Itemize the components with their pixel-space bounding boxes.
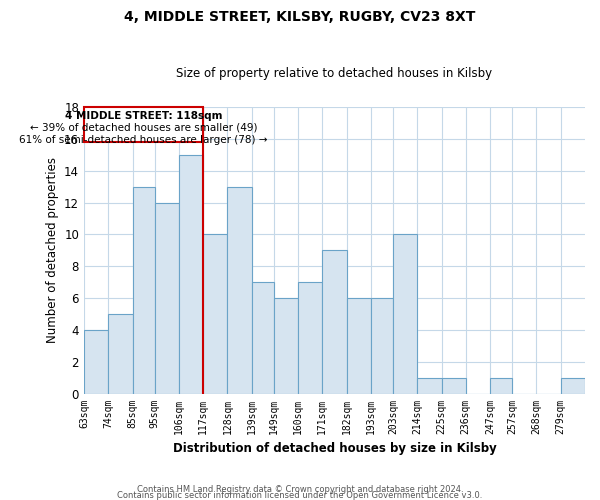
Bar [274,298,298,394]
Bar [561,378,585,394]
Bar [490,378,512,394]
Bar [251,282,274,394]
Y-axis label: Number of detached properties: Number of detached properties [46,158,59,344]
Title: Size of property relative to detached houses in Kilsby: Size of property relative to detached ho… [176,66,493,80]
Bar [298,282,322,394]
Bar [417,378,442,394]
Bar [155,202,179,394]
Bar [179,155,203,394]
Text: 4 MIDDLE STREET: 118sqm: 4 MIDDLE STREET: 118sqm [65,111,222,121]
FancyBboxPatch shape [84,107,203,142]
Text: ← 39% of detached houses are smaller (49): ← 39% of detached houses are smaller (49… [30,123,257,133]
Bar [84,330,108,394]
Text: 61% of semi-detached houses are larger (78) →: 61% of semi-detached houses are larger (… [19,135,268,145]
Bar [371,298,393,394]
Bar [347,298,371,394]
Bar [203,234,227,394]
Text: Contains public sector information licensed under the Open Government Licence v3: Contains public sector information licen… [118,490,482,500]
X-axis label: Distribution of detached houses by size in Kilsby: Distribution of detached houses by size … [173,442,496,455]
Bar [442,378,466,394]
Bar [133,186,155,394]
Bar [227,186,251,394]
Text: 4, MIDDLE STREET, KILSBY, RUGBY, CV23 8XT: 4, MIDDLE STREET, KILSBY, RUGBY, CV23 8X… [124,10,476,24]
Text: Contains HM Land Registry data © Crown copyright and database right 2024.: Contains HM Land Registry data © Crown c… [137,484,463,494]
Bar [322,250,347,394]
Bar [108,314,133,394]
Bar [393,234,417,394]
